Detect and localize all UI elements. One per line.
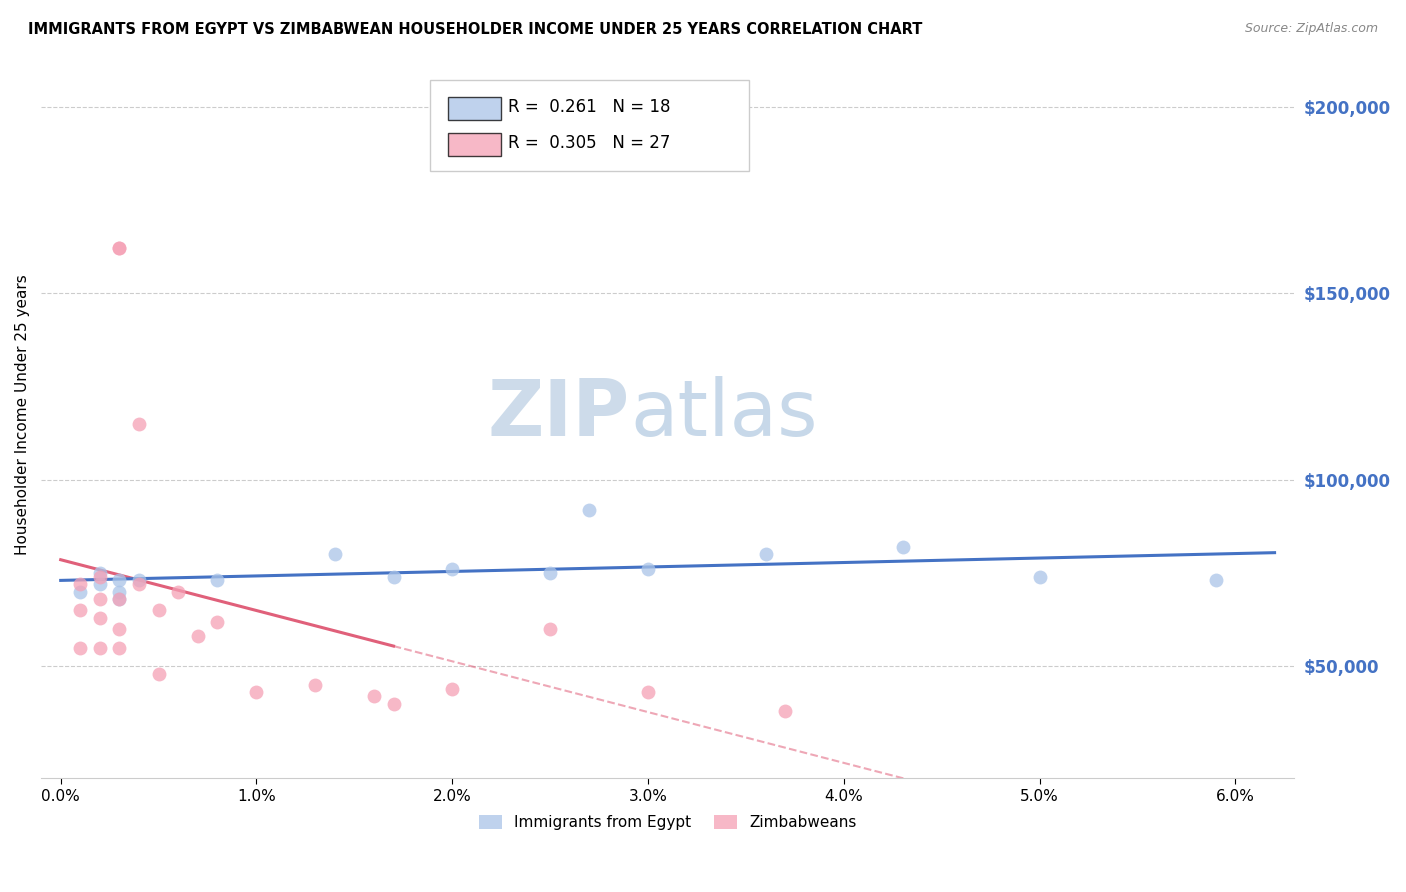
FancyBboxPatch shape — [449, 133, 501, 156]
Point — [245, 685, 267, 699]
Point — [89, 570, 111, 584]
Point — [69, 577, 91, 591]
Text: R =  0.305   N = 27: R = 0.305 N = 27 — [509, 134, 671, 152]
Point — [148, 666, 170, 681]
Legend: Immigrants from Egypt, Zimbabweans: Immigrants from Egypt, Zimbabweans — [472, 809, 863, 836]
Point — [1028, 570, 1050, 584]
Point — [187, 630, 209, 644]
Point — [773, 704, 796, 718]
Point — [108, 242, 131, 256]
Point — [148, 603, 170, 617]
Point — [89, 611, 111, 625]
Text: atlas: atlas — [630, 376, 817, 452]
Point — [108, 574, 131, 588]
Point — [128, 574, 150, 588]
Point — [441, 681, 464, 696]
Point — [637, 562, 659, 576]
Point — [108, 242, 131, 256]
Point — [167, 584, 190, 599]
Text: ZIP: ZIP — [488, 376, 630, 452]
Point — [304, 678, 326, 692]
Y-axis label: Householder Income Under 25 years: Householder Income Under 25 years — [15, 274, 30, 555]
Point — [538, 622, 561, 636]
Point — [382, 570, 405, 584]
Point — [69, 640, 91, 655]
Point — [69, 584, 91, 599]
Point — [207, 574, 229, 588]
Point — [363, 689, 385, 703]
FancyBboxPatch shape — [430, 79, 749, 170]
Text: IMMIGRANTS FROM EGYPT VS ZIMBABWEAN HOUSEHOLDER INCOME UNDER 25 YEARS CORRELATIO: IMMIGRANTS FROM EGYPT VS ZIMBABWEAN HOUS… — [28, 22, 922, 37]
Point — [128, 417, 150, 431]
Point — [108, 640, 131, 655]
Point — [89, 592, 111, 607]
Point — [323, 547, 346, 561]
Point — [89, 566, 111, 580]
Point — [108, 622, 131, 636]
Point — [1205, 574, 1227, 588]
Point — [382, 697, 405, 711]
Point — [207, 615, 229, 629]
Point — [108, 592, 131, 607]
Point — [89, 577, 111, 591]
Point — [637, 685, 659, 699]
Point — [89, 640, 111, 655]
Point — [128, 577, 150, 591]
Point — [108, 584, 131, 599]
Text: Source: ZipAtlas.com: Source: ZipAtlas.com — [1244, 22, 1378, 36]
Point — [538, 566, 561, 580]
Point — [754, 547, 776, 561]
FancyBboxPatch shape — [449, 96, 501, 120]
Point — [108, 592, 131, 607]
Point — [891, 540, 914, 554]
Point — [441, 562, 464, 576]
Text: R =  0.261   N = 18: R = 0.261 N = 18 — [509, 98, 671, 116]
Point — [69, 603, 91, 617]
Point — [578, 502, 600, 516]
